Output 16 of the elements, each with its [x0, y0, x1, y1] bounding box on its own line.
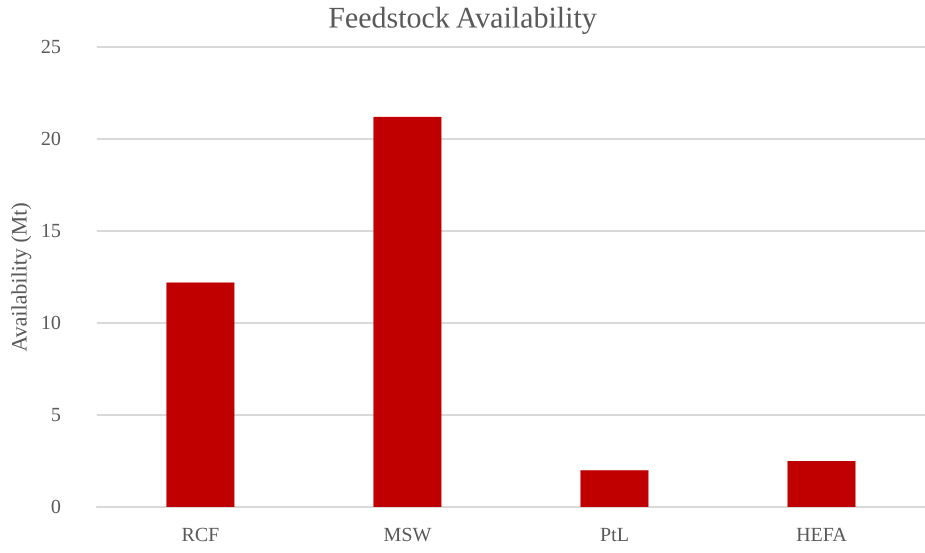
chart-title: Feedstock Availability	[328, 2, 597, 34]
bar	[373, 116, 442, 507]
bar	[787, 461, 856, 507]
bar	[166, 282, 234, 507]
y-axis-title: Availability (Mt)	[6, 202, 32, 352]
y-tick-label: 10	[40, 312, 61, 334]
y-tick-label: 15	[40, 220, 61, 242]
y-tick-label: 20	[40, 128, 61, 150]
x-tick-label: MSW	[384, 524, 432, 546]
y-tick-label: 5	[50, 404, 61, 426]
bar	[580, 470, 648, 507]
x-tick-label: PtL	[600, 524, 629, 546]
y-tick-label: 0	[50, 496, 61, 518]
x-tick-label: HEFA	[796, 524, 848, 546]
x-tick-label: RCF	[182, 524, 220, 546]
y-tick-label: 25	[40, 36, 61, 58]
